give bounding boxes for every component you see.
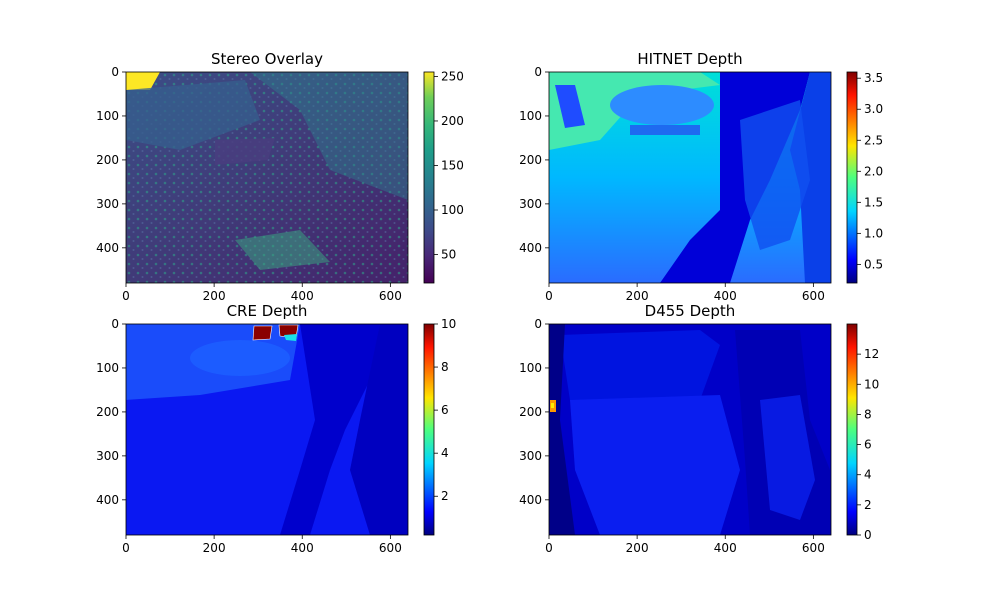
y-tick-label: 300 <box>96 449 119 463</box>
x-tick-label: 600 <box>802 541 825 555</box>
colorbar-tick-label: 0 <box>864 528 872 542</box>
heatmap-image <box>549 72 831 283</box>
x-tick-label: 600 <box>802 289 825 303</box>
y-tick-label: 100 <box>96 109 119 123</box>
colorbar-tick-label: 10 <box>441 317 456 331</box>
colorbar-scale <box>846 71 858 284</box>
y-tick-label: 300 <box>96 197 119 211</box>
colorbar-tick-label: 6 <box>441 403 449 417</box>
y-tick-label: 400 <box>96 241 119 255</box>
x-tick-label: 0 <box>122 289 130 303</box>
y-tick-label: 300 <box>519 197 542 211</box>
x-tick-label: 0 <box>545 289 553 303</box>
colorbar-tick-label: 3.5 <box>864 71 883 85</box>
panel-title: CRE Depth <box>227 302 308 320</box>
axes-frame <box>548 71 832 284</box>
x-tick-label: 400 <box>714 289 737 303</box>
x-ticks: 0 200 400 600 <box>122 283 402 303</box>
colorbar-tick-label: 2 <box>441 489 449 503</box>
y-tick-label: 100 <box>96 361 119 375</box>
colorbar: 0 2 4 6 8 10 12 <box>846 323 879 542</box>
panel-title: D455 Depth <box>645 302 736 320</box>
colorbar-scale <box>423 71 435 284</box>
colorbar-tick-label: 6 <box>864 438 872 452</box>
heatmap-image <box>126 324 408 535</box>
x-tick-label: 600 <box>379 289 402 303</box>
colorbar-ticks: 2 4 6 8 10 <box>434 317 456 503</box>
colorbar-tick-label: 2 <box>864 498 872 512</box>
y-tick-label: 300 <box>519 449 542 463</box>
colorbar-tick-label: 0.5 <box>864 257 883 271</box>
y-ticks: 0 100 200 300 400 <box>519 317 549 507</box>
y-tick-label: 200 <box>519 405 542 419</box>
panel-cre-depth: CRE Depth 0 200 400 600 0 100 200 300 400 2 4 6 8 1… <box>96 302 456 555</box>
colorbar-tick-label: 100 <box>441 203 464 217</box>
x-tick-label: 200 <box>203 541 226 555</box>
y-tick-label: 400 <box>96 493 119 507</box>
axes-frame <box>125 71 409 284</box>
colorbar-tick-label: 12 <box>864 347 879 361</box>
colorbar-tick-label: 8 <box>864 407 872 421</box>
colorbar-tick-label: 250 <box>441 69 464 83</box>
heatmap-image <box>549 324 831 535</box>
colorbar-scale <box>846 323 858 536</box>
colorbar-tick-label: 4 <box>864 468 872 482</box>
y-ticks: 0 100 200 300 400 <box>519 65 549 255</box>
axes-frame <box>548 323 832 536</box>
colorbar: 50 100 150 200 250 <box>423 69 464 284</box>
y-tick-label: 0 <box>534 65 542 79</box>
colorbar: 2 4 6 8 10 <box>423 317 456 536</box>
y-tick-label: 0 <box>534 317 542 331</box>
y-ticks: 0 100 200 300 400 <box>96 317 126 507</box>
panel-title: Stereo Overlay <box>211 50 323 68</box>
colorbar-ticks: 0.5 1.0 1.5 2.0 2.5 3.0 3.5 <box>857 71 883 271</box>
y-tick-label: 0 <box>111 65 119 79</box>
colorbar-tick-label: 50 <box>441 248 456 262</box>
x-ticks: 0 200 400 600 <box>122 535 402 555</box>
y-tick-label: 100 <box>519 109 542 123</box>
panel-title: HITNET Depth <box>637 50 742 68</box>
y-tick-label: 0 <box>111 317 119 331</box>
y-tick-label: 200 <box>96 405 119 419</box>
colorbar: 0.5 1.0 1.5 2.0 2.5 3.0 3.5 <box>846 71 883 284</box>
x-tick-label: 200 <box>626 541 649 555</box>
colorbar-ticks: 0 2 4 6 8 10 12 <box>857 347 879 542</box>
colorbar-tick-label: 200 <box>441 114 464 128</box>
x-tick-label: 400 <box>291 541 314 555</box>
x-ticks: 0 200 400 600 <box>545 535 825 555</box>
colorbar-tick-label: 3.0 <box>864 102 883 116</box>
x-tick-label: 0 <box>122 541 130 555</box>
y-ticks: 0 100 200 300 400 <box>96 65 126 255</box>
y-tick-label: 400 <box>519 493 542 507</box>
panel-d455-depth: D455 Depth 0 200 400 600 0 100 200 300 400 0 2 4 6… <box>519 302 879 555</box>
colorbar-tick-label: 1.5 <box>864 195 883 209</box>
x-tick-label: 400 <box>291 289 314 303</box>
panel-stereo-overlay: Stereo Overlay 0 200 400 600 0100200300400 … <box>96 50 464 303</box>
x-tick-label: 200 <box>626 289 649 303</box>
y-tick-label: 200 <box>96 153 119 167</box>
colorbar-tick-label: 2.0 <box>864 164 883 178</box>
x-ticks: 0 200 400 600 <box>545 283 825 303</box>
x-tick-label: 0 <box>545 541 553 555</box>
y-tick-label: 200 <box>519 153 542 167</box>
colorbar-ticks: 50 100 150 200 250 <box>434 69 464 262</box>
x-tick-label: 600 <box>379 541 402 555</box>
colorbar-tick-label: 10 <box>864 377 879 391</box>
axes-frame <box>125 323 409 536</box>
heatmap-image <box>126 72 408 283</box>
y-tick-label: 100 <box>519 361 542 375</box>
x-tick-label: 200 <box>203 289 226 303</box>
colorbar-tick-label: 1.0 <box>864 226 883 240</box>
y-tick-label: 400 <box>519 241 542 255</box>
colorbar-scale <box>423 323 435 536</box>
colorbar-tick-label: 2.5 <box>864 133 883 147</box>
panel-hitnet-depth: HITNET Depth 0 200 400 600 0 100 200 300 400 0.… <box>519 50 883 303</box>
colorbar-tick-label: 150 <box>441 158 464 172</box>
x-tick-label: 400 <box>714 541 737 555</box>
colorbar-tick-label: 8 <box>441 360 449 374</box>
colorbar-tick-label: 4 <box>441 446 449 460</box>
